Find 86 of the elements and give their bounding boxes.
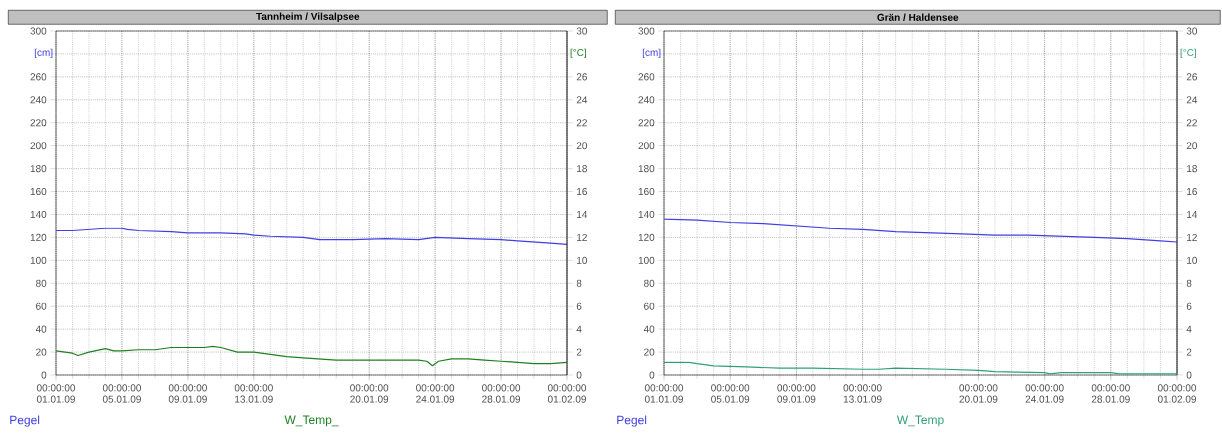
y2-tick-label: 22 — [1186, 119, 1197, 127]
y-tick-label: 220 — [30, 119, 47, 127]
text: Pegel — [617, 415, 647, 427]
y-tick-label: 60 — [36, 302, 47, 310]
x-tick-label: 00:00:00 24.01.09 — [416, 384, 455, 403]
x-tick-label: 00:00:00 01.01.09 — [644, 384, 684, 403]
x-tick-label: 00:00:00 24.01.09 — [1025, 384, 1064, 403]
y2-tick-label: 14 — [577, 211, 588, 218]
y2-tick-label: 2 — [1186, 348, 1192, 356]
text: Pegel — [10, 415, 40, 427]
y2-tick-label: 18 — [577, 165, 587, 173]
y2-axis-title: [°C] — [570, 48, 587, 59]
y-tick-label: 140 — [30, 210, 47, 219]
y2-tick-label: 10 — [1187, 256, 1198, 264]
y2-tick-label: 24 — [576, 96, 588, 104]
x-tick-label: 00:00:00 20.01.09 — [959, 384, 998, 403]
y2-tick-label: 6 — [576, 302, 582, 310]
y2-tick-label: 26 — [576, 73, 587, 81]
y2-tick-label: 6 — [1186, 302, 1192, 310]
y2-tick-label: 4 — [576, 325, 582, 333]
y-tick-label: 60 — [644, 302, 655, 310]
y2-tick-label: 20 — [576, 142, 588, 150]
chart-title: Grän / Haldensee — [877, 13, 959, 21]
y2-tick-label: 12 — [577, 233, 587, 241]
y2-tick-label: 0 — [1186, 371, 1192, 379]
y2-tick-label: 2 — [576, 348, 582, 356]
y-tick-label: 240 — [30, 96, 47, 104]
y-tick-label: 200 — [30, 142, 47, 150]
y-tick-label: 180 — [30, 165, 47, 173]
y2-tick-label: 0 — [576, 371, 582, 379]
x-tick-label: 00:00:00 13.01.09 — [234, 384, 273, 403]
x-tick-label: 00:00:00 01.02.09 — [547, 384, 587, 403]
y2-tick-label: 26 — [1186, 73, 1197, 81]
y-tick-label: 40 — [643, 325, 655, 333]
y2-axis-title: [°C] — [1180, 48, 1197, 59]
chart-title: Tannheim / Vilsalpsee — [256, 12, 360, 22]
x-tick-label: 00:00:00 13.01.09 — [843, 384, 882, 403]
y-tick-label: 120 — [30, 233, 47, 241]
y-tick-label: 80 — [644, 279, 655, 287]
y2-tick-label: 20 — [1186, 142, 1198, 150]
y-tick-label: 80 — [36, 279, 47, 287]
y-tick-label: 120 — [638, 233, 655, 241]
y-tick-label: 40 — [35, 325, 47, 333]
x-tick-label: 00:00:00 01.01.09 — [36, 384, 76, 403]
y2-tick-label: 22 — [576, 119, 587, 127]
x-tick-label: 00:00:00 20.01.09 — [350, 384, 389, 403]
x-tick-label: 00:00:00 09.01.09 — [168, 384, 207, 403]
y2-tick-label: 8 — [576, 279, 582, 287]
y-tick-label: 20 — [36, 348, 47, 356]
y-tick-label: 220 — [638, 119, 655, 127]
y2-tick-label: 10 — [577, 256, 588, 264]
y-tick-label: 140 — [638, 210, 655, 219]
y2-tick-label: 12 — [1187, 233, 1197, 241]
y-tick-label: 260 — [30, 73, 47, 81]
x-tick-label: 00:00:00 05.01.09 — [711, 384, 750, 403]
y2-tick-label: 16 — [1187, 187, 1197, 196]
y2-tick-label: 4 — [1186, 325, 1192, 333]
y2-tick-label: 24 — [1186, 96, 1198, 104]
y2-tick-label: 18 — [1187, 165, 1197, 173]
y-tick-label: 300 — [638, 27, 655, 35]
y-tick-label: 0 — [41, 371, 47, 379]
y-tick-label: 180 — [638, 165, 655, 173]
y2-tick-label: 8 — [1186, 279, 1192, 287]
x-tick-label: 00:00:00 05.01.09 — [102, 384, 141, 403]
x-tick-label: 00:00:00 09.01.09 — [777, 384, 816, 403]
x-tick-label: 00:00:00 28.01.09 — [1091, 384, 1130, 403]
y-tick-label: 160 — [638, 187, 655, 196]
y2-tick-label: 30 — [1186, 27, 1198, 35]
x-tick-label: 00:00:00 28.01.09 — [482, 384, 521, 403]
y-tick-label: 240 — [638, 96, 655, 104]
y-axis-title: [cm] — [642, 48, 661, 59]
y-tick-label: 160 — [30, 187, 47, 196]
y2-tick-label: 14 — [1187, 211, 1198, 218]
y-tick-label: 260 — [638, 73, 655, 81]
y-tick-label: 100 — [30, 256, 47, 264]
y2-tick-label: 30 — [576, 27, 588, 35]
text: W_Temp_ — [284, 415, 339, 427]
y-tick-label: 0 — [649, 371, 655, 379]
y-tick-label: 20 — [644, 348, 655, 356]
y-tick-label: 100 — [638, 256, 655, 264]
y-tick-label: 200 — [638, 142, 655, 150]
y-tick-label: 300 — [30, 27, 47, 35]
text: W_Temp — [896, 415, 944, 427]
y-axis-title: [cm] — [34, 48, 53, 59]
y2-tick-label: 16 — [577, 187, 587, 196]
x-tick-label: 00:00:00 01.02.09 — [1157, 384, 1197, 403]
